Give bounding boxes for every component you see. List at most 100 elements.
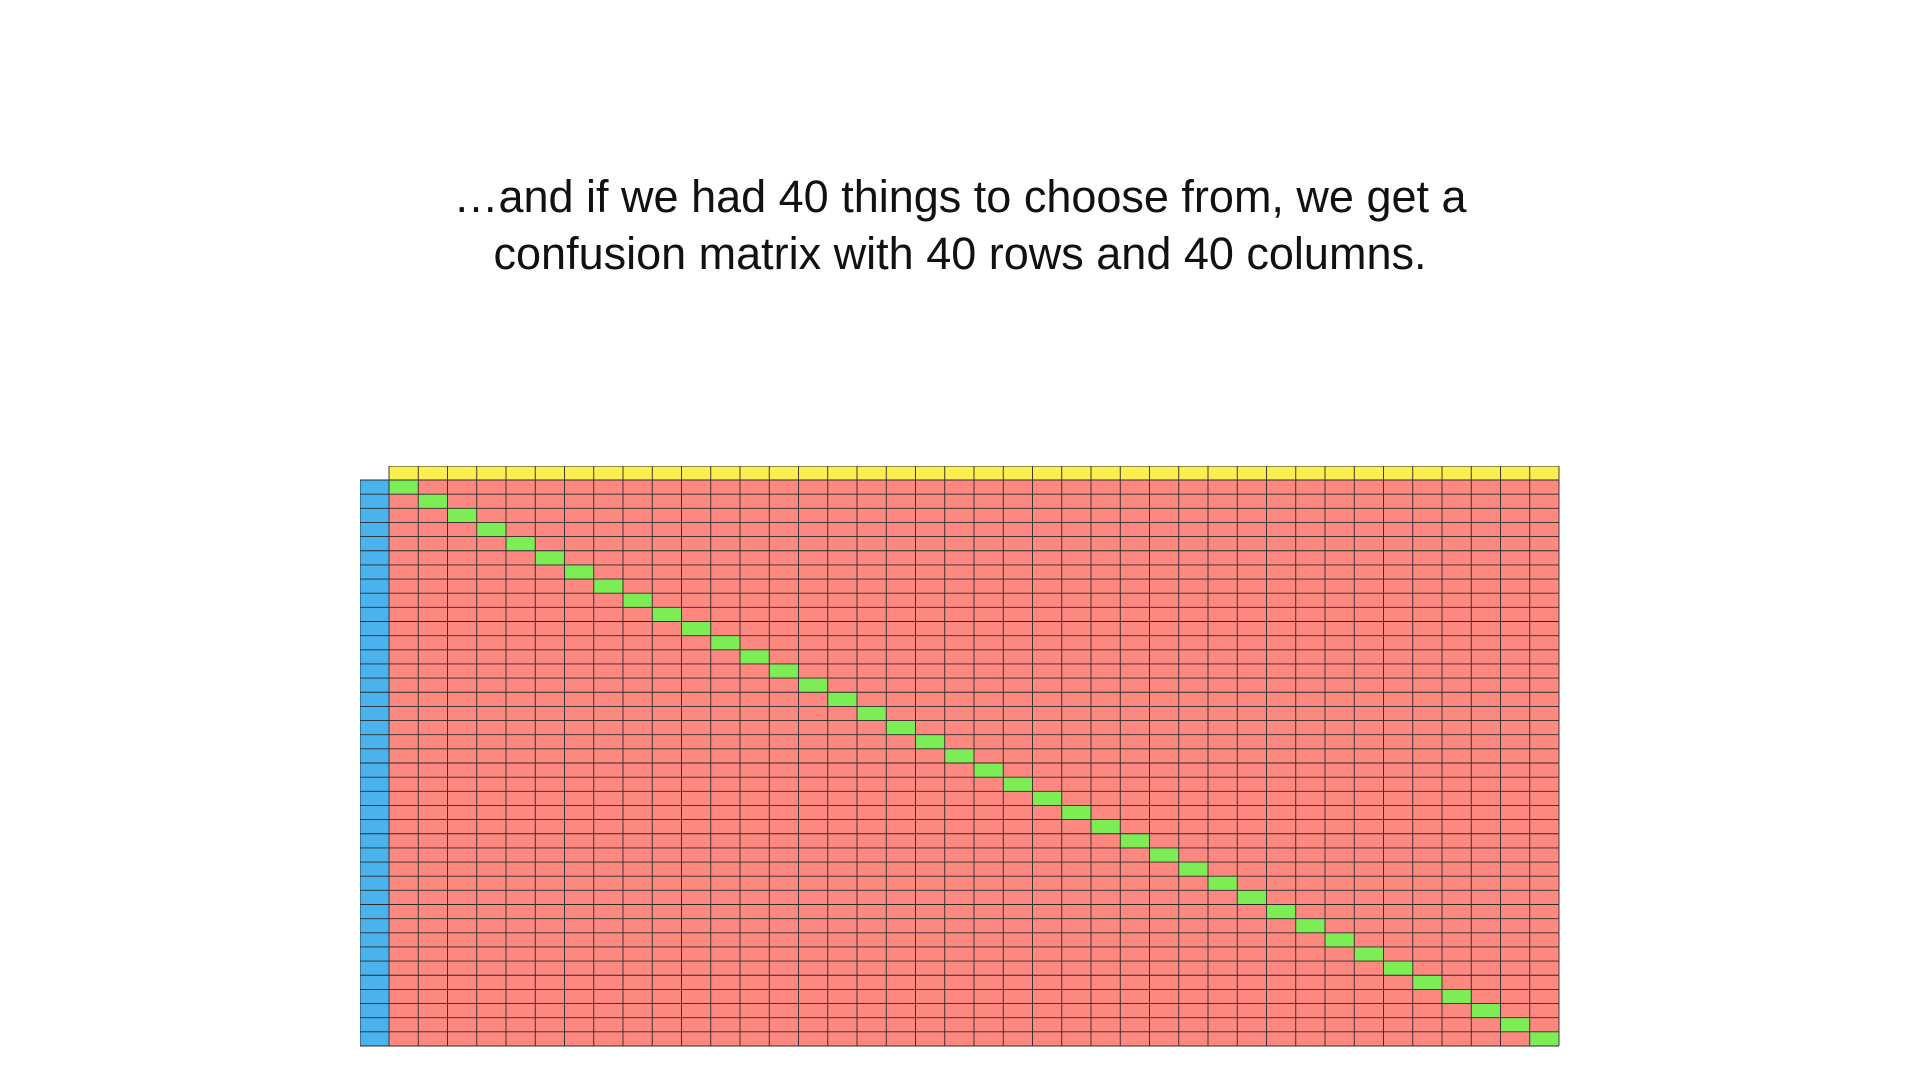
header-column-cell xyxy=(360,692,389,707)
header-column-cell xyxy=(360,975,389,990)
header-row-cell xyxy=(1354,466,1384,480)
header-column-cell xyxy=(360,946,389,962)
header-row-cell xyxy=(974,466,1004,480)
header-row-cell xyxy=(769,466,799,480)
header-row-cell xyxy=(476,466,506,480)
diagonal-cell xyxy=(535,550,565,565)
header-row-cell xyxy=(857,466,887,480)
diagonal-cell xyxy=(974,763,1004,778)
confusion-matrix xyxy=(360,466,1560,1047)
header-row-cell xyxy=(623,466,653,480)
header-row-cell xyxy=(1178,466,1208,480)
header-row-cell xyxy=(740,466,770,480)
header-row-cell xyxy=(827,466,857,480)
header-row-cell xyxy=(1003,466,1033,480)
diagonal-cell xyxy=(798,678,828,693)
diagonal-cell xyxy=(1003,777,1033,792)
diagonal-cell xyxy=(1412,975,1442,990)
header-row-cell xyxy=(1412,466,1442,480)
header-column-cell xyxy=(360,720,389,735)
diagonal-cell xyxy=(1061,805,1091,820)
header-column-cell xyxy=(360,847,389,863)
diagonal-cell xyxy=(1208,876,1238,891)
diagonal-cell xyxy=(1091,819,1121,834)
header-row-cell xyxy=(1208,466,1238,480)
diagonal-cell xyxy=(769,663,799,679)
diagonal-cell xyxy=(1032,791,1062,806)
header-column-cell xyxy=(360,805,389,820)
header-column-cell xyxy=(360,621,389,636)
header-row-cell xyxy=(564,466,594,480)
header-column-cell xyxy=(360,819,389,834)
diagonal-cell xyxy=(1149,847,1179,863)
diagonal-cell xyxy=(944,748,974,763)
header-row-cell xyxy=(710,466,740,480)
diagonal-cell xyxy=(857,706,887,721)
header-column-cell xyxy=(360,480,389,495)
diagonal-cell xyxy=(1383,961,1413,976)
diagonal-cell xyxy=(593,579,623,594)
header-column-cell xyxy=(360,494,389,509)
header-row-cell xyxy=(418,466,448,480)
header-column-cell xyxy=(360,536,389,551)
diagonal-cell xyxy=(886,720,916,735)
header-row-cell xyxy=(652,466,682,480)
header-row-cell xyxy=(1529,466,1559,480)
header-column-cell xyxy=(360,508,389,523)
diagonal-cell xyxy=(1529,1031,1559,1046)
header-column-cell xyxy=(360,791,389,806)
header-column-cell xyxy=(360,1003,389,1018)
header-column-cell xyxy=(360,904,389,919)
header-column-cell xyxy=(360,734,389,749)
header-column-cell xyxy=(360,932,389,947)
diagonal-cell xyxy=(1178,862,1208,877)
diagonal-cell xyxy=(1120,833,1150,848)
diagonal-cell xyxy=(1500,1017,1530,1032)
diagonal-cell xyxy=(389,480,419,495)
header-row-cell xyxy=(593,466,623,480)
header-column-cell xyxy=(360,550,389,565)
diagonal-cell xyxy=(1354,946,1384,962)
header-column-cell xyxy=(360,1017,389,1032)
caption-line-1: …and if we had 40 things to choose from,… xyxy=(453,171,1467,222)
header-row-cell xyxy=(1237,466,1267,480)
diagonal-cell xyxy=(710,635,740,650)
header-row-cell xyxy=(1091,466,1121,480)
header-row-cell xyxy=(447,466,477,480)
header-column-cell xyxy=(360,890,389,905)
header-row-cell xyxy=(506,466,536,480)
header-column-cell xyxy=(360,763,389,778)
header-column-cell xyxy=(360,748,389,763)
header-column-cell xyxy=(360,918,389,933)
header-row-cell xyxy=(1500,466,1530,480)
diagonal-cell xyxy=(1295,918,1325,933)
diagonal-cell xyxy=(476,522,506,537)
diagonal-cell xyxy=(1442,989,1472,1004)
header-row-cell xyxy=(389,466,419,480)
diagonal-cell xyxy=(1471,1003,1501,1018)
diagonal-cell xyxy=(827,692,857,707)
diagonal-cell xyxy=(418,494,448,509)
diagonal-cell xyxy=(1325,932,1355,947)
header-column-cell xyxy=(360,635,389,650)
header-column-cell xyxy=(360,989,389,1004)
header-column-cell xyxy=(360,833,389,848)
diagonal-cell xyxy=(623,593,653,608)
header-column-cell xyxy=(360,564,389,580)
header-column-cell xyxy=(360,961,389,976)
header-column-cell xyxy=(360,522,389,537)
header-column-cell xyxy=(360,663,389,679)
header-column-cell xyxy=(360,706,389,721)
header-row-cell xyxy=(1120,466,1150,480)
slide-caption: …and if we had 40 things to choose from,… xyxy=(0,168,1920,282)
header-row-cell xyxy=(535,466,565,480)
header-row-cell xyxy=(1325,466,1355,480)
header-row-cell xyxy=(1383,466,1413,480)
diagonal-cell xyxy=(1266,904,1296,919)
header-row-cell xyxy=(1149,466,1179,480)
caption-line-2: confusion matrix with 40 rows and 40 col… xyxy=(493,228,1427,279)
diagonal-cell xyxy=(564,564,594,580)
diagonal-cell xyxy=(447,508,477,523)
header-row-cell xyxy=(944,466,974,480)
diagonal-cell xyxy=(740,649,770,664)
